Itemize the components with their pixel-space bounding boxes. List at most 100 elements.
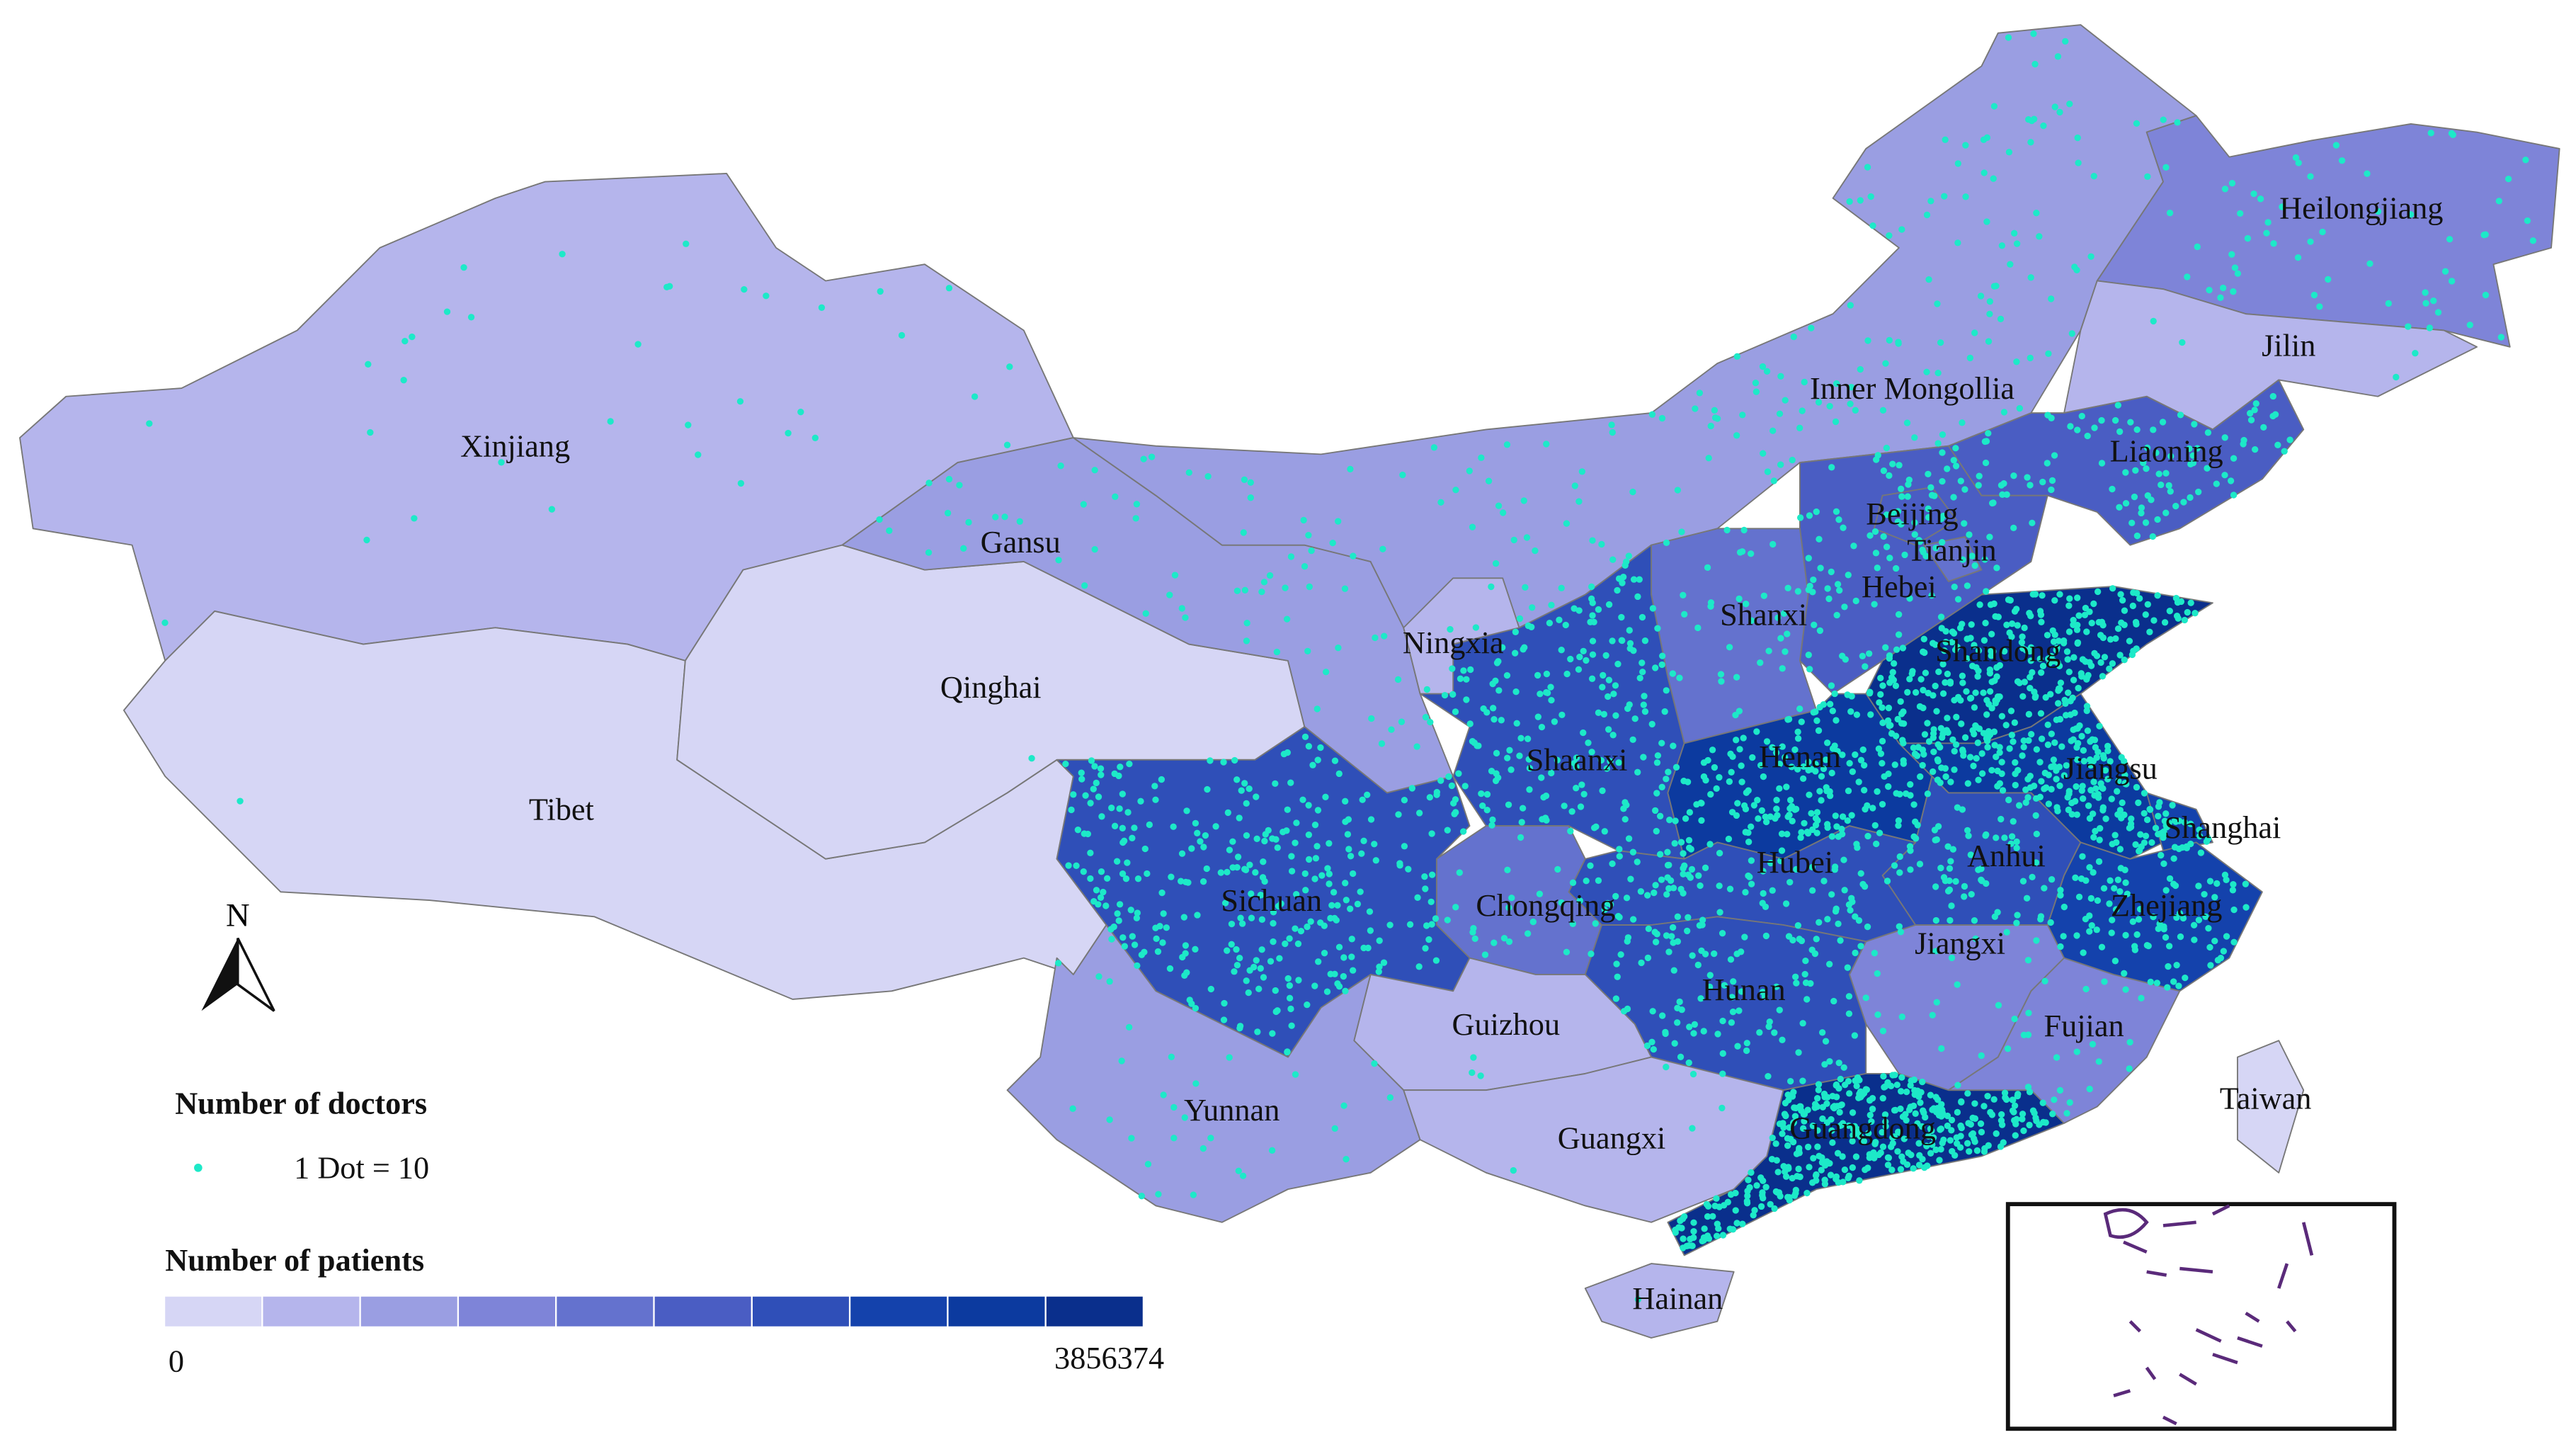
dot xyxy=(1672,763,1680,771)
dot xyxy=(1585,739,1592,746)
dot xyxy=(1942,136,1949,144)
dot xyxy=(1081,830,1088,837)
dot xyxy=(1743,1200,1751,1207)
inset-islands xyxy=(2103,1204,2314,1426)
dot xyxy=(2040,122,2047,130)
dot xyxy=(1977,293,1985,300)
dot xyxy=(1828,833,1836,840)
dot xyxy=(1691,1021,1699,1028)
dot xyxy=(1944,1112,1951,1120)
dot xyxy=(797,409,804,416)
dot xyxy=(1631,715,1639,722)
dot xyxy=(1233,962,1241,969)
province-label: Henan xyxy=(1759,739,1841,774)
dot xyxy=(1786,1196,1793,1204)
dot xyxy=(2146,806,2154,813)
dot xyxy=(2122,986,2129,993)
dot xyxy=(1873,840,1880,848)
dot xyxy=(1980,729,1988,737)
dot xyxy=(1788,763,1795,771)
dot xyxy=(1322,669,1330,676)
dot xyxy=(960,545,967,552)
dot xyxy=(1978,770,1986,777)
dot xyxy=(1500,935,1508,942)
dot xyxy=(1775,1189,1783,1196)
dot xyxy=(1057,462,1064,470)
dot xyxy=(1922,669,1930,676)
dot xyxy=(1192,946,1199,953)
dot xyxy=(1639,669,1646,676)
dot xyxy=(1508,895,1515,902)
dot xyxy=(2087,895,2095,902)
dot xyxy=(1129,933,1136,940)
dot xyxy=(2070,676,2078,683)
dot xyxy=(1563,670,1571,678)
dot xyxy=(2170,978,2177,985)
dot xyxy=(1762,932,1770,940)
dot xyxy=(1103,875,1111,882)
dot xyxy=(2116,652,2124,659)
dot xyxy=(2160,860,2167,868)
dot xyxy=(2022,786,2029,793)
dot xyxy=(1761,993,1768,1000)
dot xyxy=(1651,889,1658,897)
dot xyxy=(1810,576,1817,584)
dot xyxy=(2257,195,2264,203)
dot xyxy=(1128,1135,1135,1142)
dot xyxy=(1683,927,1691,935)
dot xyxy=(1119,870,1127,878)
dot xyxy=(1134,962,1141,970)
dot xyxy=(1302,887,1309,894)
dot xyxy=(1428,921,1435,928)
inset-frame xyxy=(2005,1202,2397,1431)
dot xyxy=(1916,861,1924,868)
dot xyxy=(1983,218,1990,225)
dot xyxy=(1757,1203,1765,1210)
dot xyxy=(2096,722,2103,729)
dot xyxy=(1326,870,1333,878)
dot xyxy=(1706,972,1714,979)
dot xyxy=(1286,935,1293,942)
dot xyxy=(1452,487,1459,494)
dot xyxy=(1575,607,1583,614)
dot xyxy=(1156,922,1163,930)
dot xyxy=(1927,484,1934,491)
dot xyxy=(2019,878,2027,885)
dot xyxy=(1194,912,1201,919)
dot xyxy=(1964,780,1972,787)
dot xyxy=(1178,605,1185,612)
dot xyxy=(2010,524,2017,532)
dot xyxy=(1091,546,1098,553)
dot xyxy=(1733,432,1740,439)
dot xyxy=(1738,778,1745,785)
dot xyxy=(1250,963,1258,971)
dot xyxy=(1882,1123,1889,1130)
dot xyxy=(1914,822,1921,829)
dot xyxy=(443,308,451,315)
dot xyxy=(1808,1179,1816,1186)
dot xyxy=(2093,926,2100,933)
dot xyxy=(1663,776,1670,783)
dot xyxy=(1720,1202,1728,1209)
dot xyxy=(1203,865,1210,873)
dot xyxy=(1243,977,1250,984)
dot xyxy=(1477,1072,1484,1079)
dot xyxy=(1055,557,1062,564)
dot xyxy=(1630,576,1638,583)
dot xyxy=(1727,956,1735,963)
dot xyxy=(2044,460,2051,467)
dot xyxy=(1666,817,1673,824)
dot xyxy=(1694,961,1702,969)
dot xyxy=(1686,1023,1693,1031)
dot xyxy=(2048,486,2055,494)
patients-max: 3856374 xyxy=(1054,1341,1164,1375)
dot xyxy=(1525,756,1532,763)
dot xyxy=(2129,918,2136,926)
dot xyxy=(1394,676,1402,683)
dot xyxy=(1968,552,1976,560)
dot xyxy=(1437,777,1444,784)
dot xyxy=(2007,840,2014,847)
dot xyxy=(1900,760,1908,767)
dot xyxy=(1976,601,1983,608)
dot xyxy=(1932,1146,1939,1154)
